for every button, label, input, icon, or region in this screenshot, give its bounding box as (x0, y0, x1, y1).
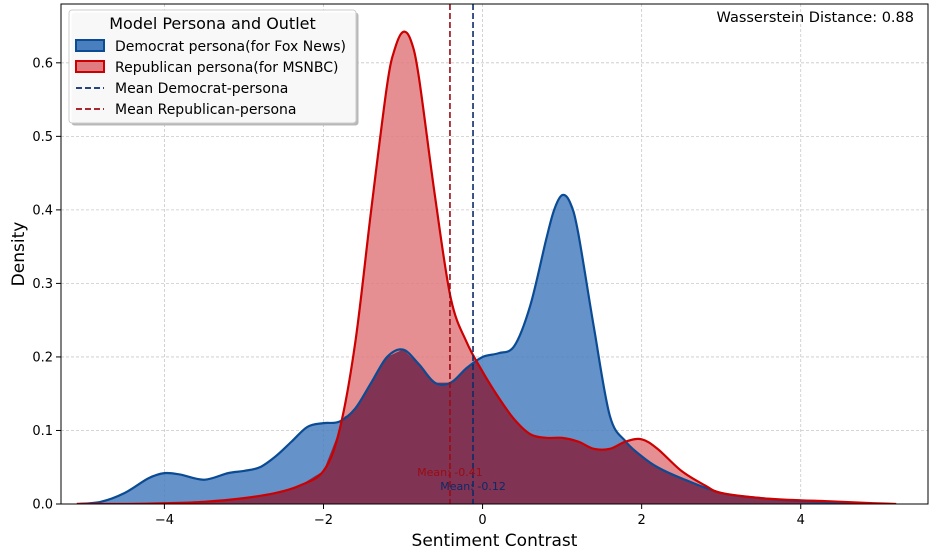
series-line-democrat (76, 193, 881, 504)
x-axis-title: Sentiment Contrast (412, 531, 578, 551)
density-areas (76, 30, 897, 504)
y-axis: 0.0 0.1 0.2 0.3 0.4 0.5 0.6 (32, 56, 61, 513)
y-tick-label: 0.0 (32, 498, 53, 513)
y-tick-label: 0.4 (32, 203, 53, 218)
x-tick-label: −4 (155, 513, 174, 528)
series-line-republican (76, 30, 897, 504)
mean-label: Mean: -0.41 (417, 466, 483, 479)
legend-label: Mean Democrat-persona (115, 81, 288, 97)
wasserstein-annotation: Wasserstein Distance: 0.88 (717, 10, 914, 26)
mean-label: Mean: -0.12 (440, 480, 506, 493)
legend-label: Mean Republican-persona (115, 102, 297, 118)
x-tick-label: 0 (478, 513, 486, 528)
y-tick-label: 0.2 (32, 350, 53, 365)
legend-label: Republican persona(for MSNBC) (115, 60, 339, 76)
legend-swatch (75, 39, 105, 52)
legend-label: Democrat persona(for Fox News) (115, 39, 346, 55)
y-tick-label: 0.1 (32, 424, 53, 439)
y-tick-label: 0.3 (32, 277, 53, 292)
mean-lines (449, 4, 474, 504)
series-overlap-area (76, 349, 897, 504)
x-axis: −4 −2 0 2 4 (155, 504, 805, 528)
legend-title: Model Persona and Outlet (109, 14, 316, 33)
legend-swatch (75, 60, 105, 73)
y-axis-title: Density (9, 222, 29, 287)
y-tick-label: 0.5 (32, 130, 53, 145)
x-tick-label: 2 (638, 513, 646, 528)
plot-frame (60, 3, 929, 505)
y-tick-label: 0.6 (32, 56, 53, 71)
x-tick-label: 4 (797, 513, 805, 528)
legend: Model Persona and Outlet Democrat person… (68, 9, 359, 126)
x-tick-label: −2 (314, 513, 333, 528)
